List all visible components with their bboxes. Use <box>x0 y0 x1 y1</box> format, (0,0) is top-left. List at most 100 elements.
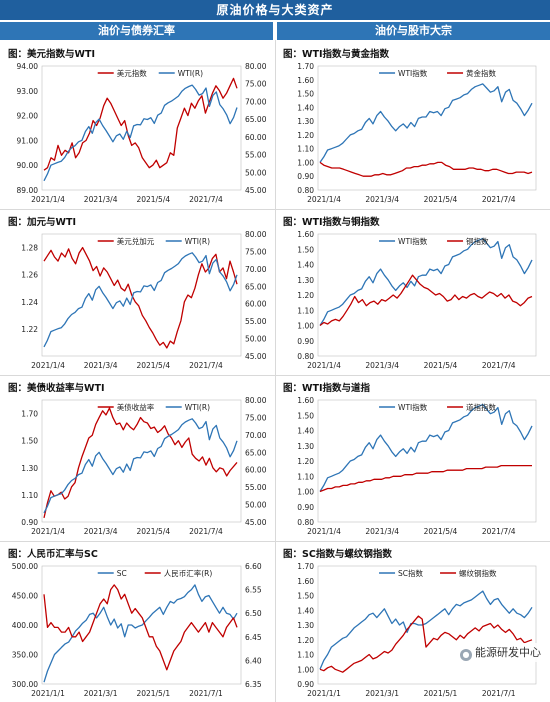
watermark-text: 能源研发中心 <box>475 646 541 659</box>
chart-title: 图：WTI指数与黄金指数 <box>283 49 389 60</box>
y-tick-label-right: 80.00 <box>245 396 267 405</box>
x-tick-label: 2021/3/4 <box>84 361 118 370</box>
y-tick-label-left: 1.70 <box>297 562 314 571</box>
plot-area <box>317 565 537 685</box>
wti-gold-index-chart: 0.80 0.90 1.00 1.10 1.20 1.30 1.40 1.50 1.60 1.70… <box>297 62 537 204</box>
x-tick-label: 2021/7/4 <box>482 361 516 370</box>
y-tick-label-right: 55.00 <box>245 317 267 326</box>
y-tick-label-left: 0.80 <box>297 186 314 195</box>
y-tick-label-left: 1.50 <box>297 411 314 420</box>
x-tick-label: 2021/5/4 <box>136 195 170 204</box>
y-tick-label-right: 75.00 <box>245 247 267 256</box>
y-tick-label-left: 91.00 <box>17 136 39 145</box>
y-tick-label-left: 92.00 <box>17 112 39 121</box>
chart-title: 图：美元指数与WTI <box>8 49 95 60</box>
y-tick-label-left: 0.80 <box>297 352 314 361</box>
legend-label: WTI指数 <box>398 236 428 246</box>
y-tick-label-left: 1.20 <box>297 291 314 300</box>
x-tick-label: 2021/5/4 <box>424 195 458 204</box>
legend-label: WTI指数 <box>398 402 428 412</box>
y-tick-label-left: 1.60 <box>297 577 314 586</box>
series-line-blue <box>319 590 533 670</box>
y-tick-label-left: 1.70 <box>297 62 314 71</box>
x-tick-label: 2021/5/4 <box>424 361 458 370</box>
y-tick-label-left: 1.60 <box>297 230 314 239</box>
chart-title: 图：WTI指数与铜指数 <box>283 217 380 228</box>
series-line-red <box>43 407 238 519</box>
legend-label: 美债收益率 <box>117 402 155 412</box>
y-tick-label-left: 1.60 <box>297 396 314 405</box>
x-tick-label: 2021/5/4 <box>424 527 458 536</box>
y-tick-label-left: 1.10 <box>297 472 314 481</box>
series-line-red <box>43 246 238 349</box>
plot-area <box>41 399 242 523</box>
y-tick-label-right: 45.00 <box>245 518 267 527</box>
x-tick-label: 2021/1/4 <box>31 361 65 370</box>
x-tick-label: 2021/1/4 <box>31 527 65 536</box>
y-tick-label-right: 55.00 <box>245 483 267 492</box>
row-divider <box>0 541 550 542</box>
y-tick-label-left: 1.10 <box>21 491 38 500</box>
y-tick-label-right: 60.00 <box>245 133 267 142</box>
section-header-right: 油价与股市大宗 <box>277 22 550 40</box>
y-tick-label-right: 75.00 <box>245 80 267 89</box>
y-tick-label-left: 1.40 <box>297 427 314 436</box>
y-tick-label-right: 45.00 <box>245 186 267 195</box>
legend-label: 人民币汇率(R) <box>164 568 213 578</box>
x-tick-label: 2021/3/1 <box>365 689 399 698</box>
y-tick-label-left: 1.40 <box>297 103 314 112</box>
x-tick-label: 2021/7/4 <box>189 195 223 204</box>
y-tick-label-left: 0.90 <box>297 503 314 512</box>
legend-label: 螺纹钢指数 <box>459 568 497 578</box>
y-tick-label-left: 0.90 <box>297 680 314 689</box>
y-tick-label-left: 1.22 <box>21 325 38 334</box>
y-tick-label-left: 1.00 <box>297 488 314 497</box>
series-line-red <box>319 464 532 493</box>
chart-title: 图：SC指数与螺纹钢指数 <box>283 549 392 560</box>
y-tick-label-left: 1.30 <box>297 117 314 126</box>
y-tick-label-right: 70.00 <box>245 97 267 106</box>
y-tick-label-right: 6.45 <box>245 633 262 642</box>
x-tick-label: 2021/3/4 <box>365 527 399 536</box>
y-tick-label-left: 1.26 <box>21 271 38 280</box>
x-tick-label: 2021/1/4 <box>307 195 341 204</box>
chart-title: 图：加元与WTI <box>8 217 76 228</box>
series-line-red <box>43 77 238 171</box>
y-tick-label-left: 1.20 <box>297 457 314 466</box>
x-tick-label: 2021/5/1 <box>136 689 170 698</box>
x-tick-label: 2021/1/4 <box>307 527 341 536</box>
x-tick-label: 2021/5/4 <box>136 361 170 370</box>
y-tick-label-right: 70.00 <box>245 265 267 274</box>
y-tick-label-right: 50.00 <box>245 501 267 510</box>
plot-area <box>41 565 242 685</box>
series-line-blue <box>43 418 238 514</box>
x-tick-label: 2021/1/4 <box>31 195 65 204</box>
x-tick-label: 2021/5/1 <box>424 689 458 698</box>
y-tick-label-right: 55.00 <box>245 151 267 160</box>
plot-area <box>41 233 242 357</box>
y-tick-label-left: 1.10 <box>297 145 314 154</box>
cad-wti-chart: 1.22 1.24 1.26 1.28 45.00 50.00 55.00 60.00 65.0… <box>21 230 267 370</box>
wti-dow-index-chart: 0.80 0.90 1.00 1.10 1.20 1.30 1.40 1.50 1.60 2021… <box>297 396 537 536</box>
y-tick-label-left: 1.50 <box>297 592 314 601</box>
series-line-blue <box>319 83 533 163</box>
chart-title: 图：WTI指数与道指 <box>283 383 370 394</box>
series-line-red <box>319 274 533 327</box>
y-tick-label-right: 65.00 <box>245 448 267 457</box>
page-title: 原油价格与大类资产 <box>0 0 550 20</box>
y-tick-label-left: 1.50 <box>297 90 314 99</box>
y-tick-label-right: 45.00 <box>245 352 267 361</box>
x-tick-label: 2021/3/4 <box>365 361 399 370</box>
series-line-red <box>319 615 533 673</box>
legend-label: SC指数 <box>398 568 423 578</box>
x-tick-label: 2021/7/4 <box>189 527 223 536</box>
x-tick-label: 2021/7/1 <box>482 689 516 698</box>
y-tick-label-left: 350.00 <box>12 651 38 660</box>
y-tick-label-left: 1.50 <box>297 245 314 254</box>
chart-title: 图：人民币汇率与SC <box>8 549 98 560</box>
series-line-blue <box>319 237 533 326</box>
y-tick-label-right: 65.00 <box>245 282 267 291</box>
y-tick-label-left: 94.00 <box>17 62 39 71</box>
y-tick-label-left: 500.00 <box>12 562 38 571</box>
usd-index-wti-chart: 89.00 90.00 91.00 92.00 93.00 94.00 45.00 50.00… <box>17 62 267 204</box>
